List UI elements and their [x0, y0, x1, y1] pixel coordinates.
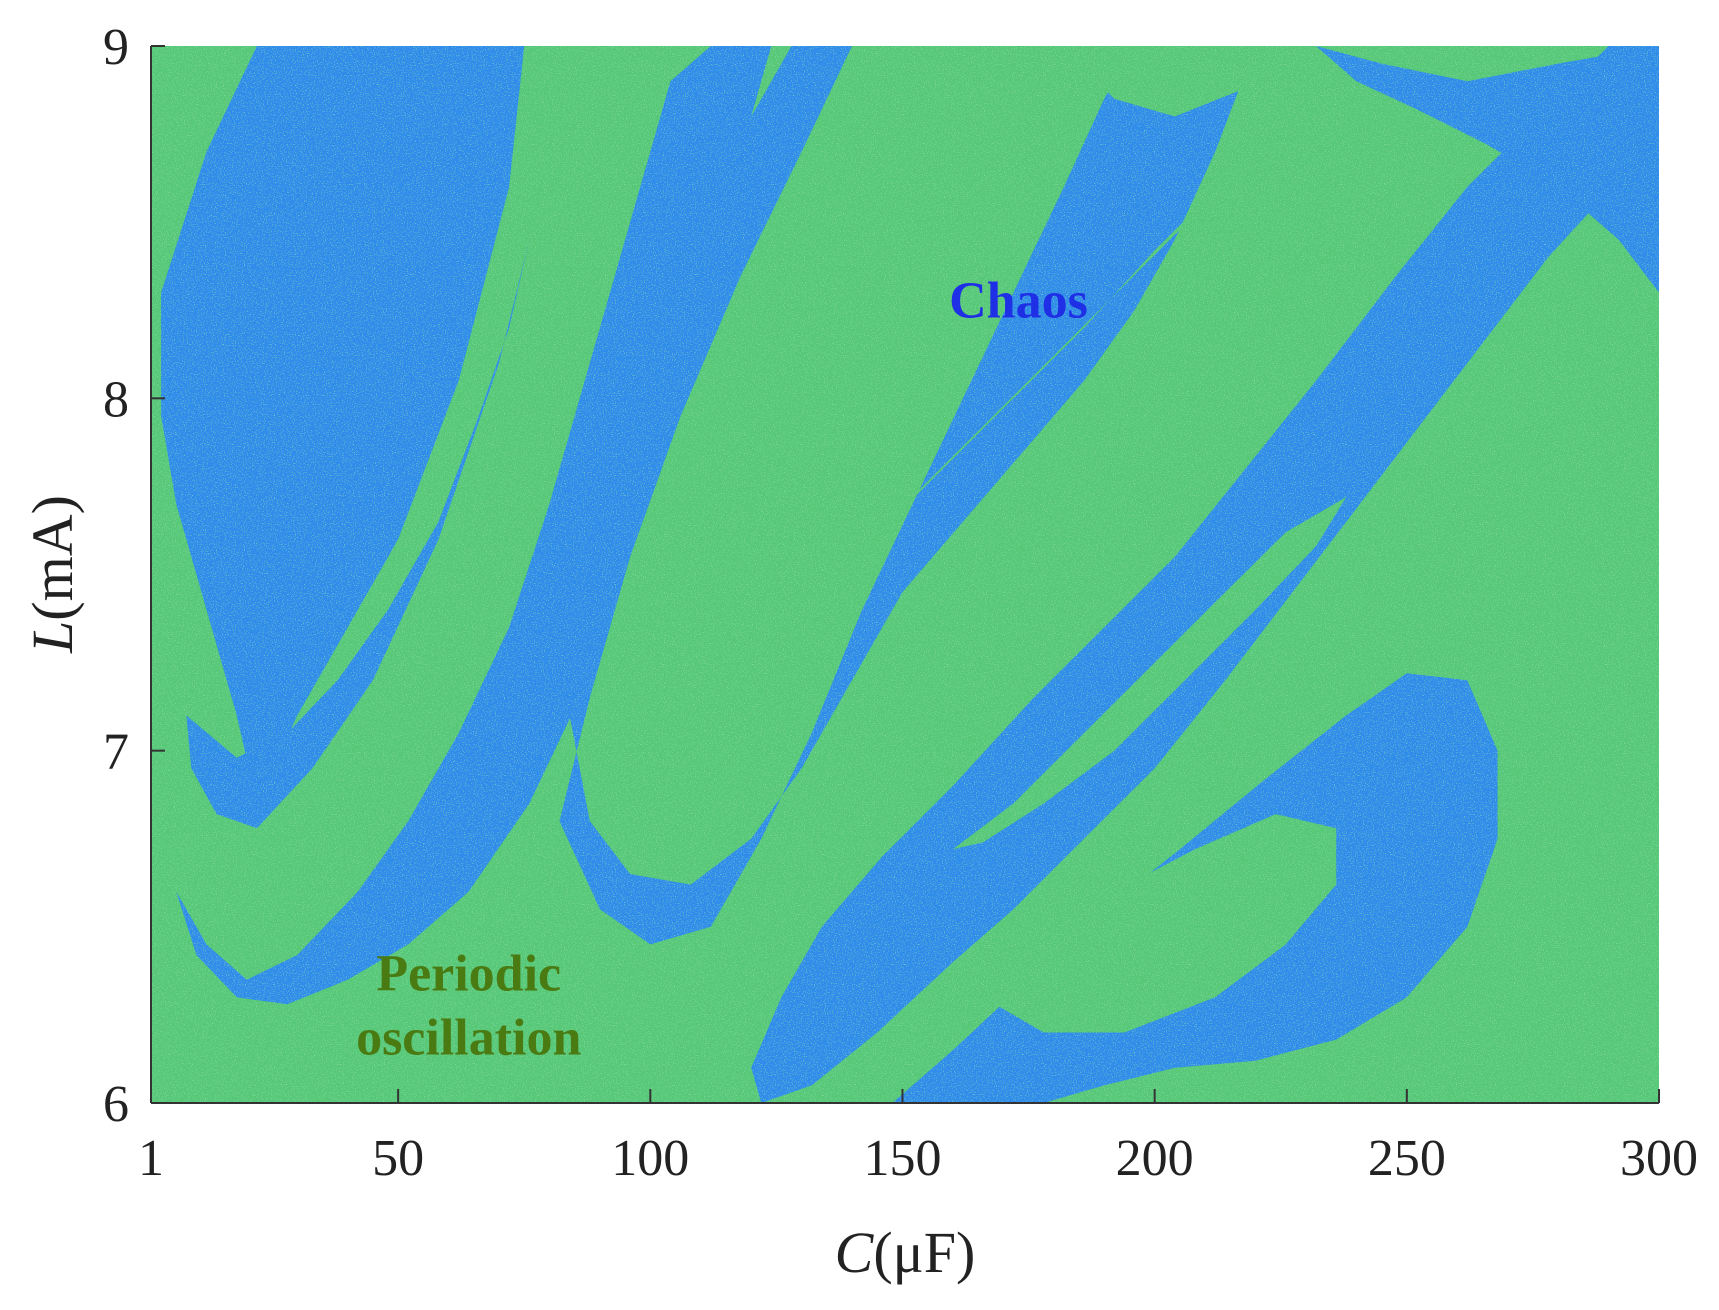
y-ticks: 6 7 8 9	[103, 19, 165, 1133]
annotation-periodic: Periodic oscillation	[356, 945, 581, 1066]
y-tick-label: 6	[103, 1076, 129, 1133]
x-tick-label: 1	[138, 1130, 164, 1187]
x-tick-label: 300	[1620, 1130, 1698, 1187]
x-axis-title: C(μF)	[835, 1220, 976, 1285]
x-ticks: 1 50 100 150 200 250 300	[138, 1089, 1698, 1187]
y-axis-title: L(mA)	[20, 495, 85, 654]
heatmap-speckle	[151, 46, 1659, 1103]
x-tick-label: 150	[863, 1130, 941, 1187]
y-tick-label: 8	[103, 371, 129, 428]
x-tick-label: 200	[1116, 1130, 1194, 1187]
x-tick-label: 250	[1368, 1130, 1446, 1187]
y-tick-label: 7	[103, 724, 129, 781]
x-tick-label: 50	[372, 1130, 424, 1187]
annotation-chaos: Chaos	[949, 272, 1088, 329]
x-tick-label: 100	[611, 1130, 689, 1187]
y-tick-label: 9	[103, 19, 129, 76]
annotations: Chaos Periodic oscillation	[356, 272, 1088, 1066]
